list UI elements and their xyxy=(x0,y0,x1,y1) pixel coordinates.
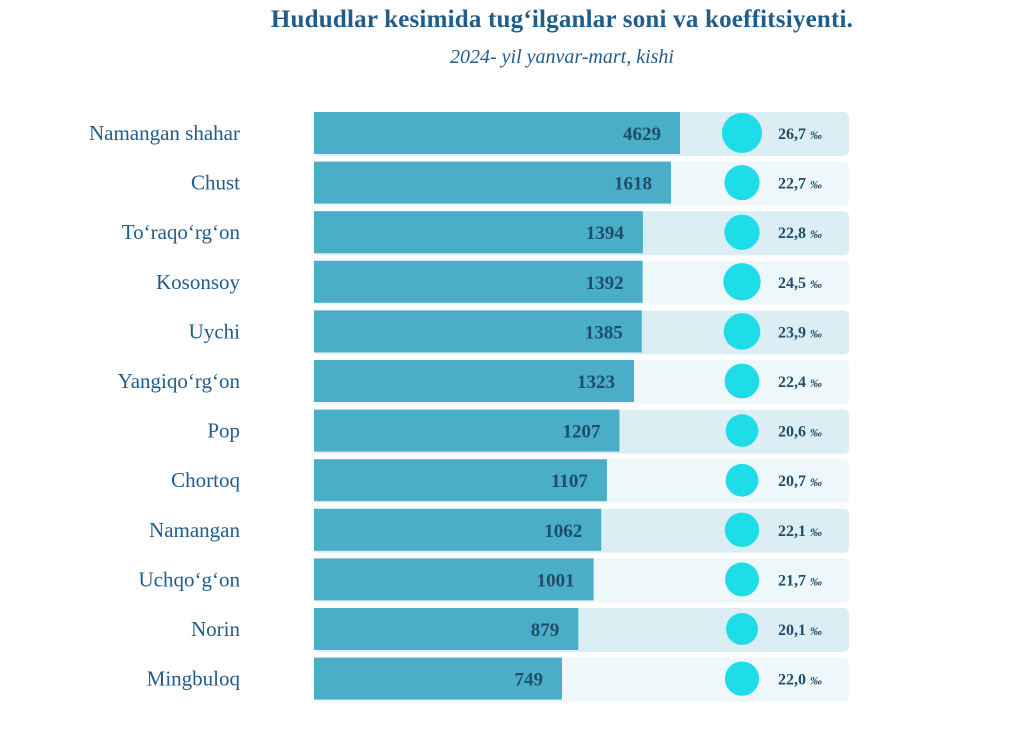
category-label: Chortoq xyxy=(171,468,240,492)
category-label: Mingbuloq xyxy=(147,667,241,691)
permille-unit: ‰ xyxy=(810,128,822,142)
rate-label: 26,7 ‰ xyxy=(778,126,822,143)
rate-label: 20,1 ‰ xyxy=(778,622,822,639)
permille-unit: ‰ xyxy=(810,178,822,192)
rate-label: 24,5 ‰ xyxy=(778,275,822,292)
bar xyxy=(314,657,562,700)
rate-bubble xyxy=(725,562,759,597)
category-label: To‘raqo‘rg‘on xyxy=(122,220,241,244)
permille-unit: ‰ xyxy=(810,624,822,638)
bar-value-label: 1394 xyxy=(586,223,625,244)
rate-label: 21,7 ‰ xyxy=(778,572,822,589)
bar-value-label: 1323 xyxy=(577,372,615,393)
bar-value-label: 4629 xyxy=(623,124,661,145)
category-label: Uchqo‘g‘on xyxy=(139,567,241,591)
category-label: Uychi xyxy=(189,319,240,343)
permille-unit: ‰ xyxy=(810,376,822,390)
rate-bubble xyxy=(724,661,760,696)
category-label: Namangan xyxy=(149,518,240,542)
permille-unit: ‰ xyxy=(810,426,822,440)
bar-value-label: 1062 xyxy=(544,521,582,542)
rate-bubble xyxy=(723,313,761,350)
rate-label: 20,7 ‰ xyxy=(778,473,822,490)
rate-bubble xyxy=(725,414,759,447)
category-label: Kosonsoy xyxy=(156,270,241,294)
permille-unit: ‰ xyxy=(810,475,822,489)
category-label: Yangiqo‘rg‘on xyxy=(118,369,241,393)
rate-label: 22,7 ‰ xyxy=(778,176,822,193)
permille-unit: ‰ xyxy=(810,277,822,291)
category-label: Pop xyxy=(207,419,240,443)
rate-bubble xyxy=(724,512,760,548)
rate-label: 22,4 ‰ xyxy=(778,374,822,391)
rate-label: 23,9 ‰ xyxy=(778,324,822,341)
bar xyxy=(314,260,643,303)
chart-title: Hududlar kesimida tug‘ilganlar soni va k… xyxy=(270,6,854,33)
bar-value-label: 879 xyxy=(531,620,560,641)
permille-unit: ‰ xyxy=(810,326,822,340)
bar xyxy=(314,558,594,601)
rate-bubble xyxy=(723,263,761,301)
category-label: Chust xyxy=(191,171,240,195)
bar xyxy=(314,211,643,254)
rate-bubble xyxy=(722,113,762,153)
rate-bubble xyxy=(725,463,759,497)
rate-bubble xyxy=(724,165,760,201)
bar xyxy=(314,409,620,452)
bar-value-label: 749 xyxy=(515,670,544,691)
bar xyxy=(314,112,680,154)
permille-unit: ‰ xyxy=(810,525,822,539)
bar-value-label: 1107 xyxy=(551,471,588,492)
bar xyxy=(314,310,642,353)
bar xyxy=(314,161,671,204)
bar xyxy=(314,508,602,551)
rate-bubble xyxy=(724,363,760,399)
bar-value-label: 1618 xyxy=(614,174,652,195)
rate-label: 20,6 ‰ xyxy=(778,424,822,441)
category-label: Norin xyxy=(191,617,240,641)
bar-value-label: 1207 xyxy=(562,422,601,443)
bar-value-label: 1001 xyxy=(537,570,575,591)
bar-value-label: 1392 xyxy=(586,273,624,294)
bar xyxy=(314,608,579,650)
bar xyxy=(314,459,607,502)
permille-unit: ‰ xyxy=(810,574,822,588)
permille-unit: ‰ xyxy=(810,674,822,688)
rate-label: 22,1 ‰ xyxy=(778,523,822,540)
permille-unit: ‰ xyxy=(810,227,822,241)
category-label: Namangan shahar xyxy=(89,121,240,145)
rate-label: 22,0 ‰ xyxy=(778,672,822,689)
bar-value-label: 1385 xyxy=(585,322,623,343)
rate-label: 22,8 ‰ xyxy=(778,225,822,242)
rate-bubble xyxy=(724,214,760,250)
chart-subtitle: 2024- yil yanvar-mart, kishi xyxy=(449,46,674,68)
bar xyxy=(314,360,634,402)
rate-bubble xyxy=(726,613,758,645)
